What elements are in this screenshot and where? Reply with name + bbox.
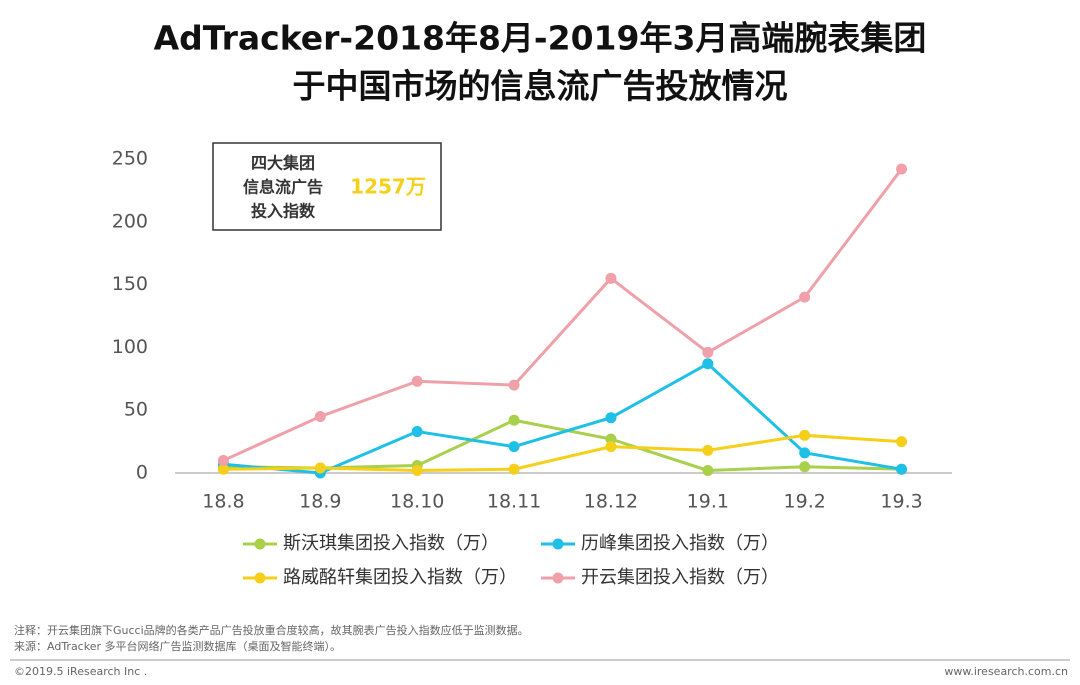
annotation-label: 信息流广告 [243, 178, 323, 197]
copyright: ©2019.5 iResearch Inc . [14, 665, 147, 678]
point [605, 412, 617, 424]
y-tick-label: 250 [112, 148, 148, 170]
point [508, 414, 520, 426]
point [314, 410, 326, 422]
annotation-value: 1257万 [350, 175, 426, 199]
point [411, 464, 423, 476]
x-tick-label: 19.3 [880, 491, 922, 513]
point [896, 463, 908, 475]
x-tick-label: 18.10 [390, 491, 444, 513]
y-tick-label: 0 [136, 462, 148, 484]
legend-marker [254, 572, 266, 584]
note: 注释：开云集团旗下Gucci品牌的各类产品广告投放重合度较高，故其腕表广告投入指… [14, 623, 529, 637]
point [702, 358, 714, 370]
x-tick-label: 18.9 [299, 491, 341, 513]
point [799, 291, 811, 303]
point [896, 163, 908, 175]
annotation-box [212, 142, 442, 231]
chart-title: 于中国市场的信息流广告投放情况 [293, 67, 788, 106]
legend-label: 路威酩轩集团投入指数（万） [283, 567, 517, 588]
point [508, 441, 520, 453]
y-tick-label: 200 [112, 210, 148, 232]
y-tick-label: 50 [124, 399, 148, 421]
y-tick-label: 150 [112, 273, 148, 295]
x-tick-label: 18.8 [202, 491, 244, 513]
point [799, 429, 811, 441]
point [508, 379, 520, 391]
legend-marker [552, 572, 564, 584]
point [605, 272, 617, 284]
x-tick-label: 18.11 [487, 491, 541, 513]
series-line [223, 418, 902, 472]
note: 来源：AdTracker 多平台网络广告监测数据库（桌面及智能终端）。 [14, 639, 341, 653]
point [411, 375, 423, 387]
point [702, 346, 714, 358]
point [217, 463, 229, 475]
website: www.iresearch.com.cn [944, 665, 1068, 678]
point [314, 462, 326, 474]
point [799, 461, 811, 473]
annotation-label: 投入指数 [251, 202, 316, 221]
point [411, 426, 423, 438]
x-tick-label: 19.1 [687, 491, 729, 513]
chart-title: AdTracker-2018年8月-2019年3月高端腕表集团 [154, 19, 927, 58]
legend-marker [254, 538, 266, 550]
legend-label: 历峰集团投入指数（万） [581, 533, 779, 554]
point [799, 447, 811, 459]
series-line [222, 168, 903, 462]
legend-label: 斯沃琪集团投入指数（万） [283, 533, 499, 554]
annotation-label: 四大集团 [251, 154, 315, 173]
x-tick-label: 19.2 [784, 491, 826, 513]
series-line [223, 433, 902, 472]
point [508, 463, 520, 475]
y-tick-label: 100 [112, 336, 148, 358]
point [605, 441, 617, 453]
point [605, 433, 617, 445]
x-tick-label: 18.12 [584, 491, 638, 513]
legend-marker [552, 538, 564, 550]
legend-label: 开云集团投入指数（万） [581, 567, 779, 588]
point [896, 436, 908, 448]
point [217, 454, 229, 466]
point [702, 444, 714, 456]
point [702, 464, 714, 476]
